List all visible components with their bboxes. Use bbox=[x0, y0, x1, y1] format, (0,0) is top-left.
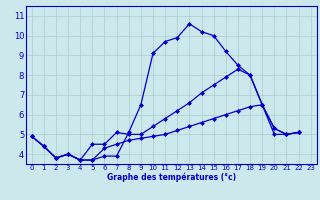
X-axis label: Graphe des températures (°c): Graphe des températures (°c) bbox=[107, 173, 236, 182]
